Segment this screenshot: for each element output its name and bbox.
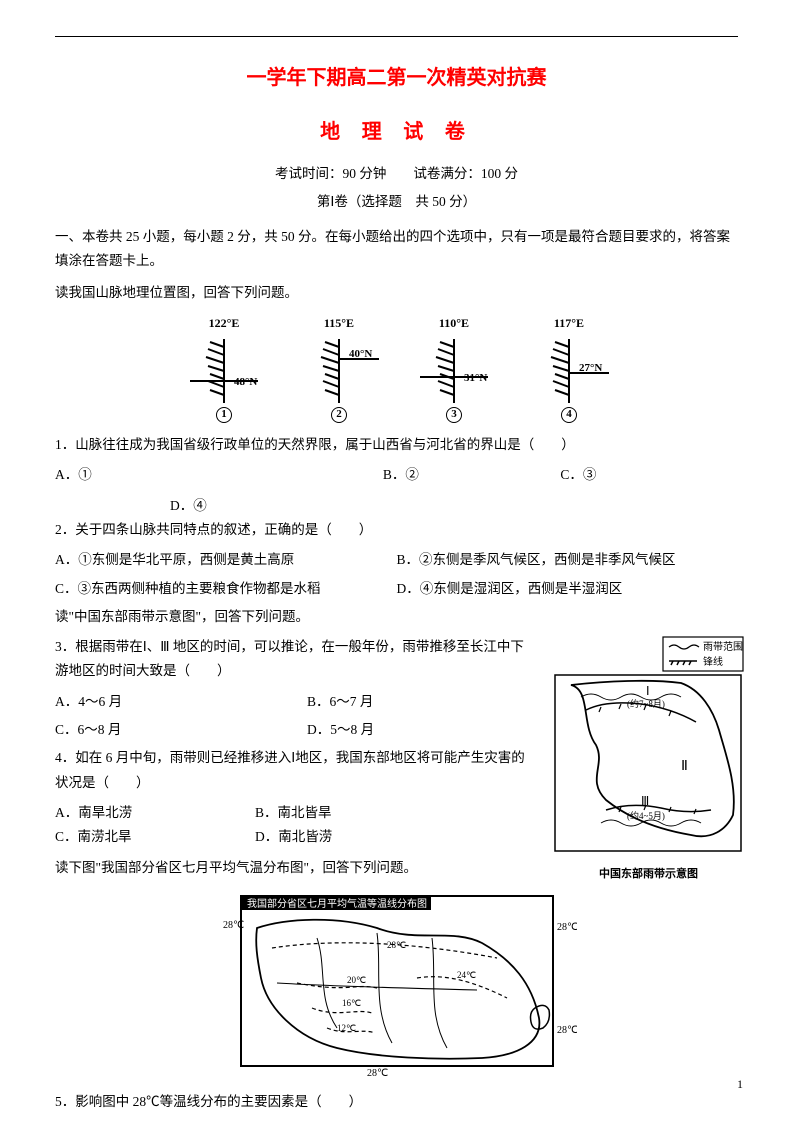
block2-prompt: 读"中国东部雨带示意图"，回答下列问题。 [55,605,738,629]
mountain-2-num: 2 [331,407,347,423]
mountain-2-icon: 40°N [299,337,379,405]
zone-2: Ⅱ [681,759,688,774]
mountain-2-lat: 40°N [349,348,372,360]
rain-section: 雨带范围 锋线 Ⅰ (约7~8月) Ⅱ Ⅲ (约4~5月) 中国 [55,635,738,849]
instructions: 一、本卷共 25 小题，每小题 2 分，共 50 分。在每小题给出的四个选项中，… [55,225,738,274]
q1-opt-c: C．③ [560,463,738,487]
mountain-1-num: 1 [216,407,232,423]
q4-opt-c: C．南涝北旱 [55,825,255,849]
zone-1: Ⅰ [646,684,650,698]
exam-title-main: 一学年下期高二第一次精英对抗赛 [55,60,738,96]
rain-figure: 雨带范围 锋线 Ⅰ (约7~8月) Ⅱ Ⅲ (约4~5月) 中国 [551,635,746,885]
q4-opt-d: D．南北皆涝 [255,825,455,849]
q4-opt-b: B．南北皆旱 [255,801,455,825]
legend-area: 雨带范围 [703,640,743,653]
page-number: 1 [737,1074,743,1096]
q3-opt-d: D．5～8 月 [307,718,475,742]
q3-opt-b: B．6～7 月 [307,690,475,714]
iso-28-4: 28℃ [557,1025,577,1036]
mountain-4-lat: 27°N [579,362,602,374]
q2-opt-a: A．①东侧是华北平原，西侧是黄土高原 [55,548,397,572]
exam-title-sub: 地 理 试 卷 [55,114,738,150]
mountain-4-lon: 117°E [554,313,584,335]
q3-opt-a: A．4～6 月 [55,690,307,714]
temp-map: 我国部分省区七月平均气温等温线分布图 28℃ 28℃ 28℃ 20℃ 16℃ 1… [55,888,738,1078]
iso-16: 16℃ [342,998,361,1008]
q3-opt-c: C．6～8 月 [55,718,307,742]
mountain-1-lon: 122°E [209,313,240,335]
q1-stem: 1．山脉往往成为我国省级行政单位的天然界限，属于山西省与河北省的界山是（ ） [55,433,738,457]
q4-opt-a: A．南旱北涝 [55,801,255,825]
q2-opt-d: D．④东侧是湿润区，西侧是半湿润区 [397,577,739,601]
q4-options: A．南旱北涝 B．南北皆旱 C．南涝北旱 D．南北皆涝 [55,801,535,850]
exam-time-score: 考试时间：90 分钟 试卷满分：100 分 [55,162,738,186]
mountain-3: 110°E 31°N 3 [414,313,494,423]
mountain-1: 122°E 48°N 1 [184,313,264,423]
mountain-2: 115°E 40°N 2 [299,313,379,423]
q2-opt-c: C．③东西两侧种植的主要粮食作物都是水稻 [55,577,397,601]
q1-opt-a: A．① [55,463,383,487]
mountain-4-icon: 27°N [529,337,609,405]
temp-map-icon: 我国部分省区七月平均气温等温线分布图 28℃ 28℃ 28℃ 20℃ 16℃ 1… [217,888,577,1078]
iso-28-5: 28℃ [367,1068,388,1078]
temp-map-title: 我国部分省区七月平均气温等温线分布图 [247,897,427,910]
top-rule [55,36,738,37]
iso-28-2: 28℃ [557,922,577,933]
rain-caption: 中国东部雨带示意图 [551,865,746,885]
mountain-1-icon: 48°N [184,337,264,405]
mountain-3-lat: 31°N [464,372,487,384]
iso-28-1: 28℃ [223,920,244,931]
iso-12: 12℃ [337,1023,356,1033]
mountain-4-num: 4 [561,407,577,423]
mountain-3-icon: 31°N [414,337,494,405]
q1-options: A．① B．② C．③ [55,463,738,487]
q3-stem: 3．根据雨带在Ⅰ、Ⅲ 地区的时间，可以推论，在一般年份，雨带推移至长江中下游地区… [55,635,535,684]
q1-opt-b: B．② [383,463,561,487]
mountain-3-num: 3 [446,407,462,423]
legend-front: 锋线 [703,655,723,668]
iso-24: 24℃ [457,970,476,980]
mountain-4: 117°E 27°N 4 [529,313,609,423]
section-info: 第Ⅰ卷（选择题 共 50 分） [55,190,738,214]
mountain-3-lon: 110°E [439,313,469,335]
zone-3-date: (约4~5月) [627,810,665,821]
q3-options: A．4～6 月 B．6～7 月 C．6～8 月 D．5～8 月 [55,690,475,747]
iso-28-3: 28℃ [387,940,406,950]
iso-20: 20℃ [347,975,366,985]
mountain-1-lat: 48°N [234,376,257,388]
block1-prompt: 读我国山脉地理位置图，回答下列问题。 [55,281,738,305]
q5-stem: 5．影响图中 28℃等温线分布的主要因素是（ ） [55,1090,738,1114]
q2-opt-b: B．②东侧是季风气候区，西侧是非季风气候区 [397,548,739,572]
q4-stem: 4．如在 6 月中旬，雨带则已经推移进入Ⅰ地区，我国东部地区将可能产生灾害的状况… [55,746,535,795]
q2-stem: 2．关于四条山脉共同特点的叙述，正确的是（ ） [55,518,738,542]
mountain-diagrams: 122°E 48°N 1 115°E 40°N 2 110°E [55,313,738,423]
mountain-2-lon: 115°E [324,313,354,335]
q2-options: A．①东侧是华北平原，西侧是黄土高原 B．②东侧是季风气候区，西侧是非季风气候区… [55,548,738,605]
zone-1-date: (约7~8月) [627,698,665,709]
zone-3: Ⅲ [641,794,649,808]
rain-map-icon: 雨带范围 锋线 Ⅰ (约7~8月) Ⅱ Ⅲ (约4~5月) [551,635,746,855]
q1-opt-d: D．④ [55,494,738,518]
